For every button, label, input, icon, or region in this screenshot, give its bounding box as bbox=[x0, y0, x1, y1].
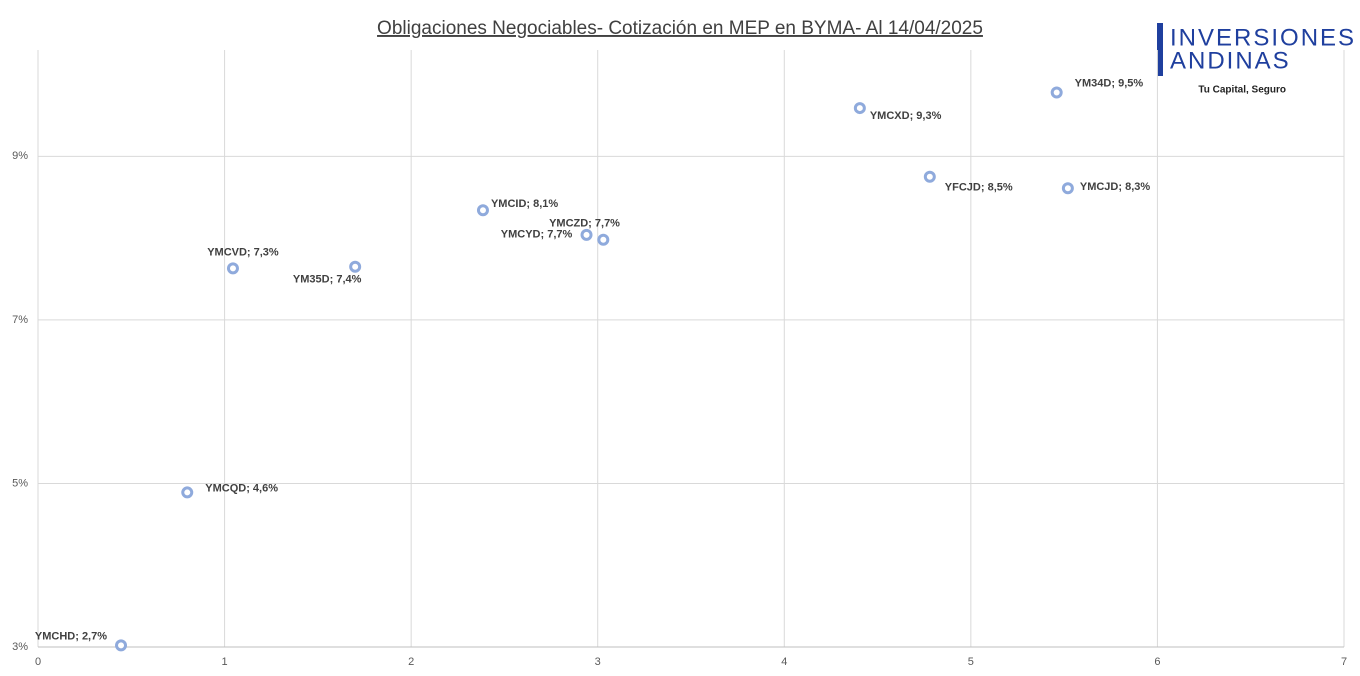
point-label: YMCYD; 7,7% bbox=[501, 229, 573, 241]
y-tick-label: 3% bbox=[12, 641, 28, 653]
point-label: YM34D; 9,5% bbox=[1075, 77, 1144, 89]
x-tick-label: 0 bbox=[35, 656, 41, 668]
point bbox=[580, 228, 593, 241]
y-tick-label: 9% bbox=[12, 150, 28, 162]
point bbox=[226, 262, 239, 275]
point bbox=[923, 170, 936, 183]
point-label: YMCXD; 9,3% bbox=[870, 110, 942, 122]
point bbox=[1050, 86, 1063, 99]
point bbox=[597, 233, 610, 246]
x-tick-label: 7 bbox=[1341, 656, 1347, 668]
logo-bar bbox=[1157, 23, 1163, 76]
chart-title: Obligaciones Negociables- Cotización en … bbox=[377, 18, 983, 39]
y-tick-label: 5% bbox=[12, 477, 28, 489]
point-label: YMCZD; 7,7% bbox=[549, 218, 620, 230]
point-label: YMCHD; 2,7% bbox=[35, 630, 107, 642]
logo-line1: INVERSIONES bbox=[1170, 24, 1356, 51]
point-label: YMCJD; 8,3% bbox=[1080, 181, 1151, 193]
logo-tagline: Tu Capital, Seguro bbox=[1198, 85, 1286, 96]
x-tick-label: 4 bbox=[781, 656, 787, 668]
logo: INVERSIONES ANDINAS Tu Capital, Seguro bbox=[1157, 23, 1356, 96]
x-tick-label: 3 bbox=[595, 656, 601, 668]
x-tick-label: 5 bbox=[968, 656, 974, 668]
point-label: YM35D; 7,4% bbox=[293, 274, 362, 286]
point-label: YMCID; 8,1% bbox=[491, 198, 558, 210]
x-tick-label: 1 bbox=[222, 656, 228, 668]
x-tick-label: 6 bbox=[1154, 656, 1160, 668]
logo-line2: ANDINAS bbox=[1170, 47, 1291, 74]
point-label: YFCJD; 8,5% bbox=[945, 182, 1013, 194]
point bbox=[476, 204, 489, 217]
point-label: YMCQD; 4,6% bbox=[205, 482, 278, 494]
point bbox=[853, 102, 866, 115]
point bbox=[115, 639, 128, 652]
point bbox=[181, 486, 194, 499]
y-tick-label: 7% bbox=[12, 314, 28, 326]
point-label: YMCVD; 7,3% bbox=[207, 246, 279, 258]
point bbox=[349, 260, 362, 273]
x-tick-label: 2 bbox=[408, 656, 414, 668]
point bbox=[1061, 182, 1074, 195]
